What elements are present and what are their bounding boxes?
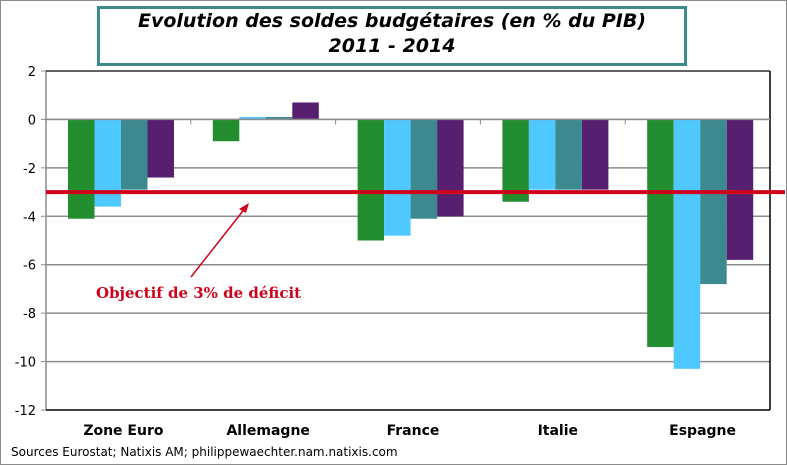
bar-espagne-s2 [673,119,701,369]
bar-italie-s1 [502,119,529,202]
y-tick-label: -4 [23,210,36,225]
bar-france-s4 [437,119,464,217]
bar-espagne-s1 [647,119,674,348]
x-category-label: Italie [538,423,578,439]
bar-allemagne-s2 [239,117,266,120]
bar-zone-euro-s4 [147,119,174,178]
x-category-label: Zone Euro [83,423,164,439]
chart-title: Evolution des soldes budgétaires (en % d… [137,10,647,32]
x-category-label: Allemagne [226,423,309,439]
y-tick-label: -6 [23,259,36,274]
bar-espagne-s4 [726,119,754,260]
bar-france-s1 [357,119,385,241]
y-tick-label: -12 [15,404,36,419]
y-tick-label: -2 [23,162,36,177]
bar-zone-euro-s3 [121,119,148,190]
chart-subtitle: 2011 - 2014 [328,35,456,57]
y-tick-label: 0 [28,113,36,128]
bar-zone-euro-s1 [68,119,95,219]
bar-italie-s3 [555,119,582,190]
bar-italie-s4 [581,119,609,190]
bar-italie-s2 [528,119,556,190]
chart-title-box: Evolution des soldes budgétaires (en % d… [97,6,687,66]
y-tick-label: 2 [28,65,36,80]
annotation-arrow [190,206,247,278]
bar-allemagne-s4 [292,102,319,120]
x-category-label: France [387,423,440,439]
bar-espagne-s3 [700,119,727,285]
reference-line-label: Objectif de 3% de déficit [96,284,301,302]
bar-france-s3 [410,119,438,219]
source-note: Sources Eurostat; Natixis AM; philippewa… [11,445,398,459]
y-tick-label: -8 [23,307,36,322]
x-category-label: Espagne [669,423,736,439]
bar-allemagne-s3 [265,117,293,120]
bar-france-s2 [384,119,411,236]
y-tick-label: -10 [15,356,36,371]
arrow-head-icon [239,203,249,213]
bar-allemagne-s1 [212,119,240,142]
